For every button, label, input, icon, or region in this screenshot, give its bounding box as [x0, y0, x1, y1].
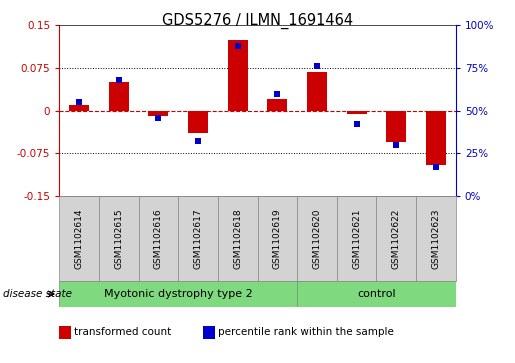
Text: control: control — [357, 289, 396, 299]
Bar — [109, 82, 129, 111]
Text: percentile rank within the sample: percentile rank within the sample — [218, 327, 394, 337]
Text: GSM1102615: GSM1102615 — [114, 208, 123, 269]
Bar — [228, 40, 248, 111]
Bar — [297, 196, 337, 281]
Text: GSM1102616: GSM1102616 — [154, 208, 163, 269]
Bar — [297, 281, 456, 307]
Bar — [218, 196, 258, 281]
Bar — [376, 196, 416, 281]
Bar — [178, 196, 218, 281]
Text: Myotonic dystrophy type 2: Myotonic dystrophy type 2 — [104, 289, 252, 299]
Text: GSM1102620: GSM1102620 — [313, 208, 321, 269]
Text: GDS5276 / ILMN_1691464: GDS5276 / ILMN_1691464 — [162, 13, 353, 29]
Bar — [267, 99, 287, 111]
Bar — [386, 111, 406, 142]
Text: GSM1102621: GSM1102621 — [352, 208, 361, 269]
Bar — [148, 111, 168, 117]
Text: disease state: disease state — [3, 289, 72, 299]
Bar — [258, 196, 297, 281]
Bar — [188, 111, 208, 134]
Bar — [139, 196, 178, 281]
Bar — [69, 105, 89, 111]
Text: GSM1102623: GSM1102623 — [432, 208, 440, 269]
Text: GSM1102619: GSM1102619 — [273, 208, 282, 269]
Text: GSM1102622: GSM1102622 — [392, 208, 401, 269]
Bar — [59, 196, 99, 281]
Bar — [337, 196, 376, 281]
Bar — [416, 196, 456, 281]
Bar — [347, 111, 367, 114]
Text: GSM1102617: GSM1102617 — [194, 208, 202, 269]
Text: transformed count: transformed count — [74, 327, 171, 337]
Bar — [59, 281, 297, 307]
Bar — [426, 111, 446, 165]
Bar — [99, 196, 139, 281]
Text: GSM1102618: GSM1102618 — [233, 208, 242, 269]
Bar — [307, 72, 327, 111]
Text: GSM1102614: GSM1102614 — [75, 208, 83, 269]
